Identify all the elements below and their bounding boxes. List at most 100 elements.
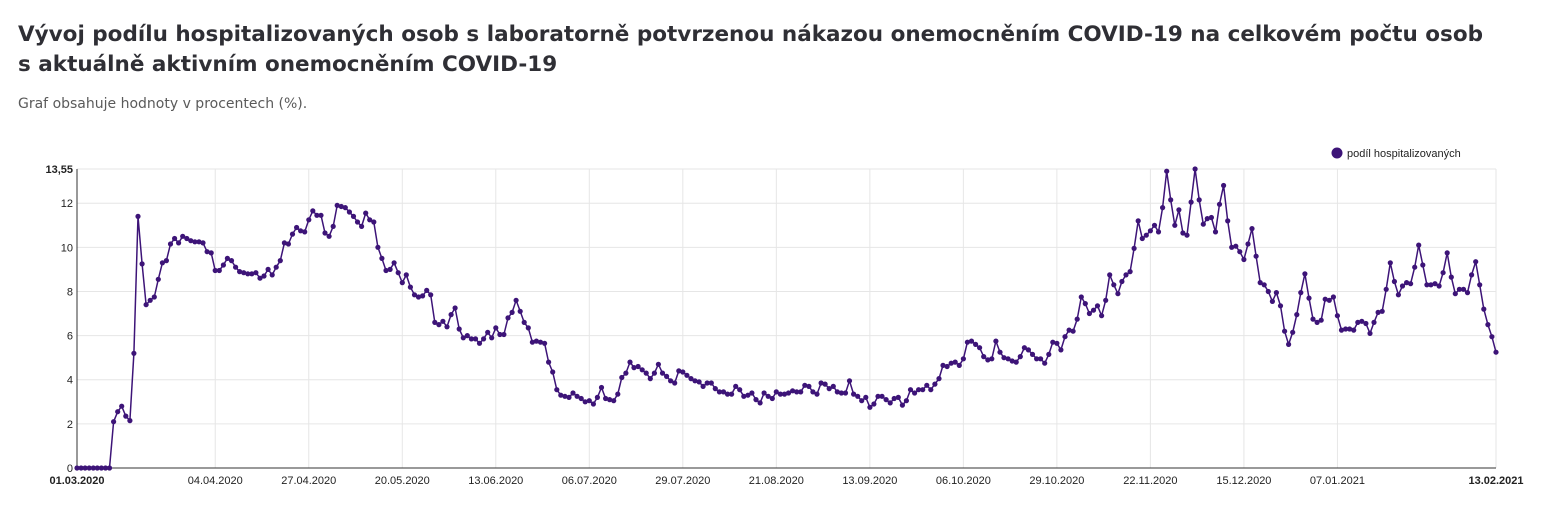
data-point[interactable] [891,395,897,402]
data-point[interactable] [1212,229,1219,235]
data-point[interactable] [619,374,625,381]
data-point[interactable] [582,399,588,405]
data-point[interactable] [86,465,92,471]
data-point[interactable] [1184,232,1190,238]
data-point[interactable] [977,345,983,351]
data-point[interactable] [147,297,153,303]
data-point[interactable] [220,262,226,268]
data-point[interactable] [1038,356,1044,362]
data-point[interactable] [1127,269,1133,275]
data-point[interactable] [818,380,824,386]
data-point[interactable] [1168,197,1174,203]
data-point[interactable] [635,363,641,370]
data-point[interactable] [1204,216,1210,222]
data-point[interactable] [1029,351,1036,357]
data-point[interactable] [1314,319,1320,325]
data-point[interactable] [664,373,670,379]
data-point[interactable] [192,239,198,245]
data-point[interactable] [249,271,255,277]
data-point[interactable] [1412,264,1418,270]
data-point[interactable] [525,325,531,331]
data-point[interactable] [1107,272,1113,278]
data-point[interactable] [952,359,958,365]
data-point[interactable] [1013,359,1019,365]
data-point[interactable] [1237,249,1243,255]
data-point[interactable] [729,391,735,397]
data-point[interactable] [265,266,271,272]
data-point[interactable] [586,398,592,404]
data-point[interactable] [826,386,832,392]
data-point[interactable] [631,365,637,371]
data-point[interactable] [1473,259,1479,265]
data-point[interactable] [859,398,865,404]
data-point[interactable] [737,387,743,393]
data-point[interactable] [928,387,934,393]
data-point[interactable] [200,240,206,246]
data-point[interactable] [1046,351,1052,357]
data-point[interactable] [1221,182,1227,189]
data-point[interactable] [1233,243,1239,249]
data-point[interactable] [476,340,483,346]
data-point[interactable] [920,387,926,393]
data-point[interactable] [863,394,869,400]
data-point[interactable] [1208,214,1214,221]
data-point[interactable] [1452,291,1458,297]
data-point[interactable] [1404,280,1410,286]
data-point[interactable] [1229,244,1235,250]
data-point[interactable] [749,390,755,396]
data-point[interactable] [814,391,820,397]
data-point[interactable] [1286,341,1292,347]
data-point[interactable] [1444,250,1450,256]
data-point[interactable] [123,413,129,419]
data-point[interactable] [993,338,999,344]
data-point[interactable] [1074,316,1080,322]
data-point[interactable] [1005,356,1011,362]
data-point[interactable] [1245,241,1251,247]
data-point[interactable] [1318,317,1324,323]
data-point[interactable] [741,393,747,399]
data-point[interactable] [472,336,479,342]
data-point[interactable] [842,390,849,396]
data-point[interactable] [867,404,873,410]
data-point[interactable] [464,333,470,339]
data-point[interactable] [127,418,133,424]
data-point[interactable] [1034,356,1040,362]
data-point[interactable] [542,340,548,346]
data-point[interactable] [407,284,413,290]
data-point[interactable] [318,212,324,218]
data-point[interactable] [899,402,906,408]
data-point[interactable] [371,219,377,225]
data-point[interactable] [184,235,190,242]
data-point[interactable] [1164,168,1170,174]
data-point[interactable] [172,235,178,242]
data-point[interactable] [74,465,80,471]
data-point[interactable] [1375,309,1381,315]
data-point[interactable] [1172,222,1178,228]
data-point[interactable] [196,239,202,245]
data-point[interactable] [399,280,405,286]
data-point[interactable] [338,203,344,210]
data-point[interactable] [521,319,527,325]
data-point[interactable] [456,326,462,332]
data-point[interactable] [1383,286,1389,292]
data-point[interactable] [208,250,214,256]
data-point[interactable] [1135,218,1141,224]
data-point[interactable] [1464,290,1471,296]
data-point[interactable] [550,369,556,375]
data-point[interactable] [558,392,564,398]
data-point[interactable] [806,383,812,389]
data-point[interactable] [387,266,393,272]
data-point[interactable] [1428,282,1434,288]
data-point[interactable] [810,389,816,395]
data-point[interactable] [1094,303,1101,309]
data-point[interactable] [566,394,572,400]
data-point[interactable] [1282,328,1288,334]
data-point[interactable] [489,335,495,341]
data-point[interactable] [82,465,88,471]
data-point[interactable] [432,319,438,325]
data-point[interactable] [188,238,194,244]
data-point[interactable] [537,339,544,345]
data-point[interactable] [167,241,174,247]
data-point[interactable] [1391,278,1397,285]
data-point[interactable] [769,395,775,402]
